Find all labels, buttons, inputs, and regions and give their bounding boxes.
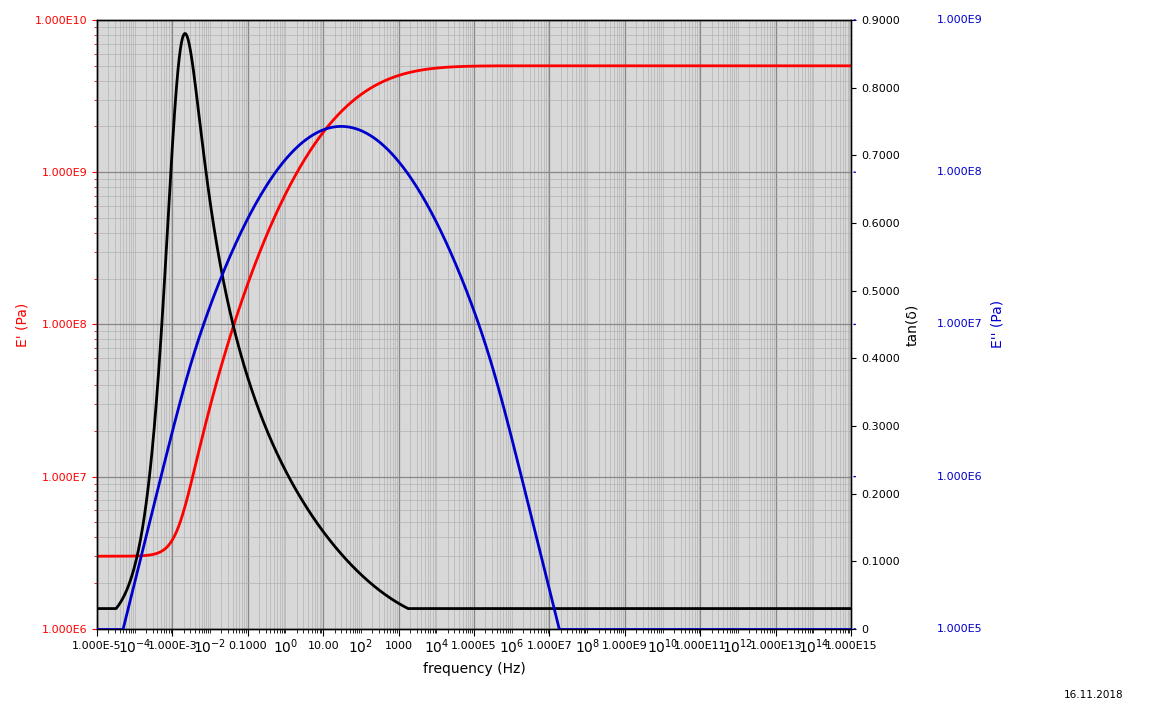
Y-axis label: tan(δ): tan(δ) (906, 303, 919, 345)
Text: 1.000E8: 1.000E8 (937, 167, 983, 177)
Text: 1.000E7: 1.000E7 (937, 319, 983, 329)
X-axis label: frequency (Hz): frequency (Hz) (423, 662, 526, 676)
Text: E'' (Pa): E'' (Pa) (990, 300, 1004, 348)
Text: 16.11.2018: 16.11.2018 (1064, 690, 1123, 700)
Y-axis label: E' (Pa): E' (Pa) (15, 302, 29, 347)
Text: 1.000E9: 1.000E9 (937, 15, 983, 25)
Text: 1.000E5: 1.000E5 (937, 624, 983, 634)
Text: 1.000E6: 1.000E6 (937, 472, 983, 482)
